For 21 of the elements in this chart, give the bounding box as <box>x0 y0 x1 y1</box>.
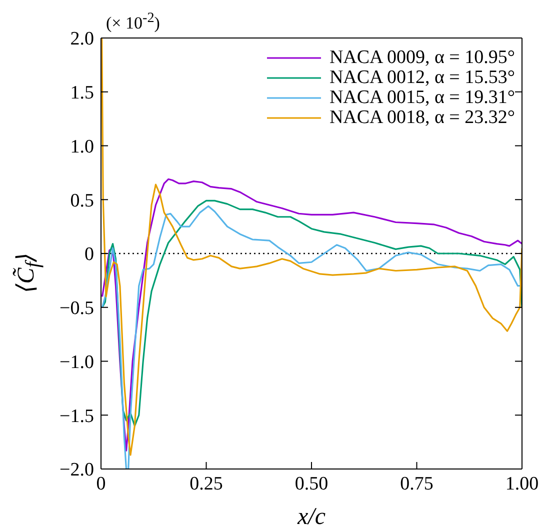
legend-label: NACA 0009, α = 10.95° <box>329 47 515 68</box>
y-tick-label: −2.0 <box>60 460 94 481</box>
text: (× 10$^{-2}$) <box>106 10 160 34</box>
legend-label: NACA 0012, α = 15.53° <box>329 67 515 88</box>
x-axis-title: x/c <box>296 504 326 526</box>
y-tick-label: 0.5 <box>70 190 94 212</box>
y-tick-label: 1.0 <box>70 136 94 158</box>
line-series <box>101 200 522 427</box>
legend-label: NACA 0018, α = 23.32° <box>329 107 515 128</box>
x-tick-label: 0.25 <box>190 473 223 494</box>
y-tick-label: −1.5 <box>60 406 94 427</box>
x-tick-label: 0.50 <box>294 473 328 494</box>
y-tick-label: −0.5 <box>60 298 94 320</box>
legend-label: NACA 0015, α = 19.31° <box>329 87 515 108</box>
y-tick-label: 0 <box>84 244 94 266</box>
line-series <box>101 178 522 452</box>
x-tick-label: 0.75 <box>400 473 434 494</box>
y-tick-label: 2.0 <box>70 28 94 50</box>
x-tick-label: 1.00 <box>505 473 539 494</box>
y-tick-label: 1.5 <box>70 82 94 104</box>
y-tick-label: −1.0 <box>60 352 94 373</box>
